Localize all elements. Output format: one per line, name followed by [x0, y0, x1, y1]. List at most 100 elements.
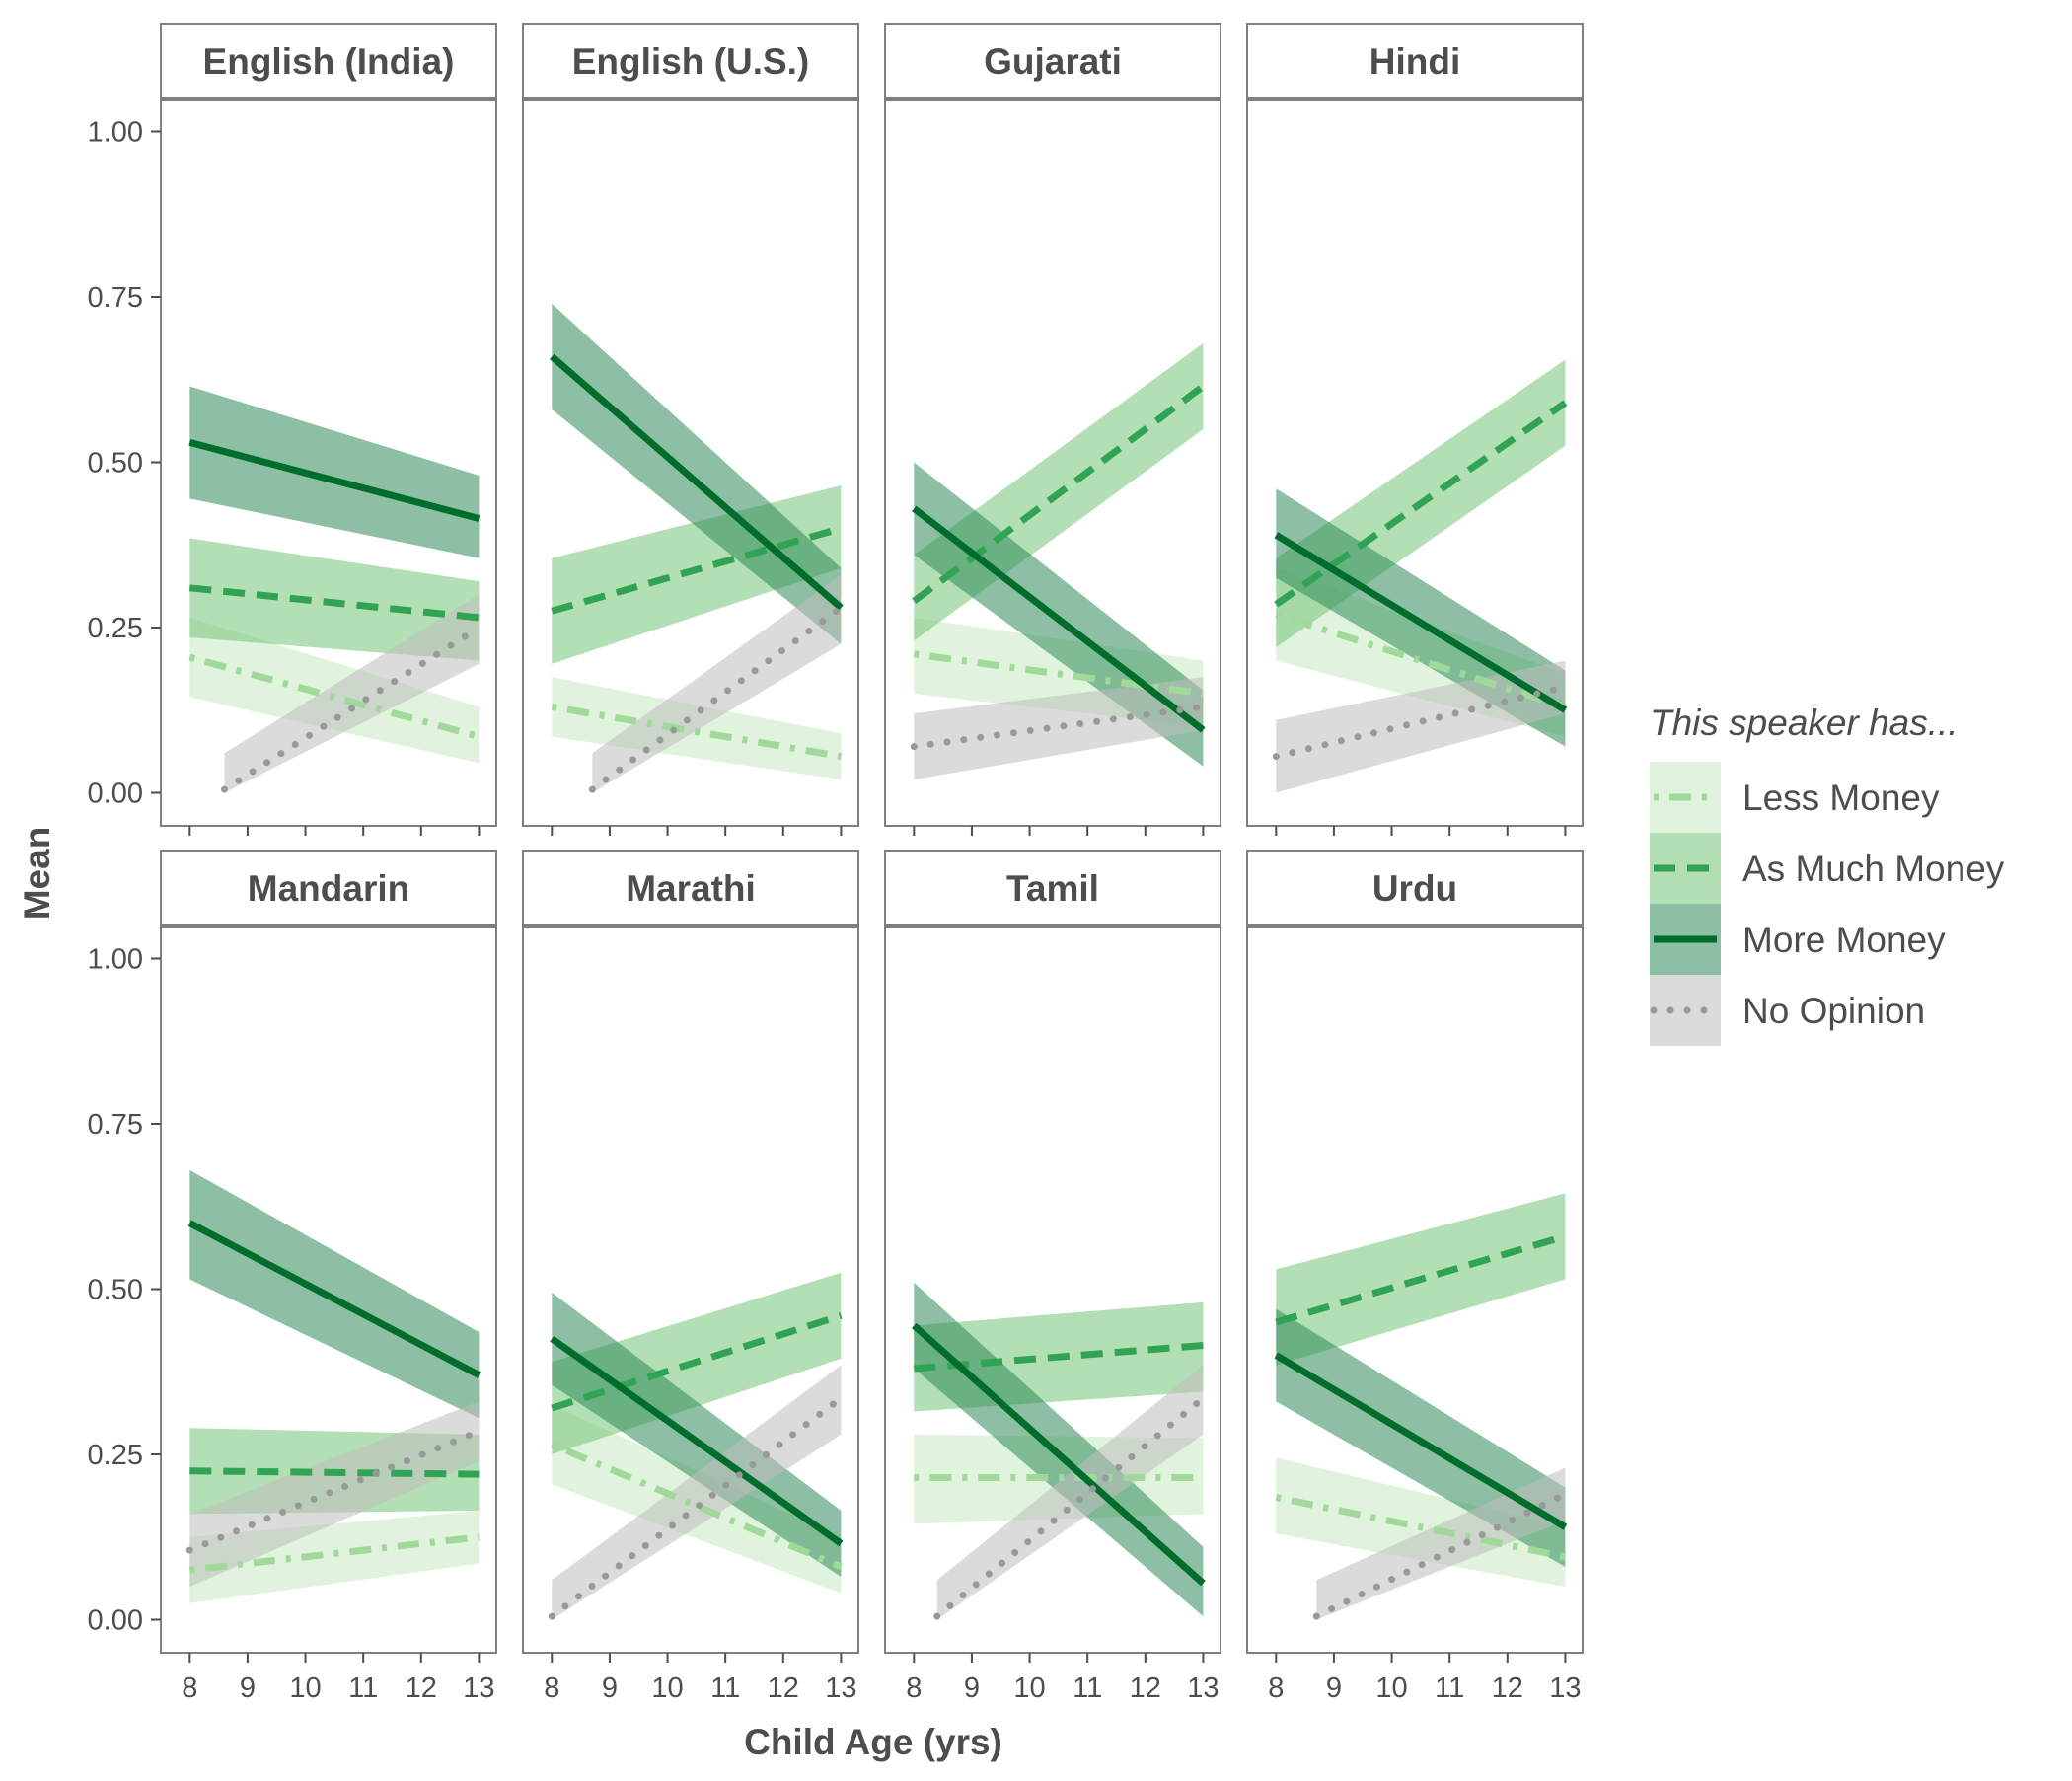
series-line [188, 653, 481, 740]
x-tick-label: 9 [240, 1672, 256, 1704]
series-line [1275, 1232, 1567, 1326]
series-line [551, 703, 843, 761]
x-tick-label: 10 [1013, 1672, 1045, 1704]
confidence-ribbon [1316, 1467, 1566, 1620]
panel-border [1246, 925, 1584, 1654]
facet-panel: English (India) 0.00 0.25 0.50 0.75 1.00 [88, 23, 497, 836]
x-tick-label: 11 [348, 1672, 378, 1704]
x-axis-title: Child Age (yrs) [744, 1722, 1002, 1762]
y-tick-label: 0.50 [88, 448, 143, 480]
facet-panel: Mandarin 0.00 0.25 0.50 0.75 1.00 8 9 10 11 12 13 [88, 850, 497, 1704]
x-tick-label: 8 [182, 1672, 197, 1704]
facet-title: Mandarin [248, 868, 409, 909]
series-line [189, 1467, 480, 1478]
facet-strip [884, 23, 1221, 100]
facet-strip [522, 850, 859, 927]
x-tick-label: 9 [964, 1672, 980, 1704]
x-tick-label: 11 [710, 1672, 740, 1704]
confidence-ribbon [189, 1169, 480, 1419]
facet-title: Marathi [626, 868, 756, 909]
confidence-ribbon [189, 1401, 480, 1587]
series-line [1274, 1352, 1568, 1530]
y-tick-label: 0.00 [88, 1605, 143, 1637]
x-tick-label: 11 [1073, 1672, 1102, 1704]
y-tick-label: 1.00 [88, 117, 143, 149]
facet-title: Tamil [1006, 868, 1099, 909]
confidence-ribbon [936, 1365, 1204, 1620]
confidence-ribbon [189, 386, 480, 558]
y-tick-label: 0.25 [88, 613, 143, 644]
facet-title: Gujarati [984, 41, 1122, 82]
facet-title: English (U.S.) [572, 41, 810, 82]
y-tick-label: 0.00 [88, 779, 143, 810]
series-line [550, 353, 844, 611]
panel-border [522, 98, 859, 827]
y-tick-label: 0.75 [88, 282, 143, 314]
confidence-ribbon [224, 594, 480, 793]
confidence-ribbon [552, 303, 842, 644]
facet-title: Urdu [1372, 868, 1457, 909]
series-line [1274, 400, 1568, 608]
x-tick-label: 8 [544, 1672, 559, 1704]
series-line [188, 439, 481, 522]
x-tick-label: 10 [1375, 1672, 1407, 1704]
facet-strip [1246, 23, 1584, 100]
x-tick-label: 10 [289, 1672, 321, 1704]
x-tick-label: 13 [463, 1672, 494, 1704]
panels-layer: English (India)0.000.250.500.751.00Engli… [88, 23, 1584, 1704]
y-axis-title: Mean [17, 827, 57, 921]
y-tick-label: 0.50 [88, 1275, 143, 1306]
series-line [911, 1322, 1206, 1587]
series-line [551, 525, 843, 615]
legend-item: Less Money [1650, 762, 1940, 833]
confidence-ribbon [552, 1365, 842, 1620]
legend-item: As Much Money [1650, 833, 2005, 904]
x-tick-label: 13 [825, 1672, 856, 1704]
series-line [188, 584, 480, 622]
x-tick-label: 8 [906, 1672, 922, 1704]
series-line [588, 604, 845, 793]
legend-item: More Money [1650, 904, 1946, 975]
facet-title: Hindi [1369, 41, 1460, 82]
series-line [1274, 532, 1568, 713]
series-line [188, 1533, 480, 1574]
legend-item: No Opinion [1650, 975, 1925, 1046]
facet-panel: English (U.S.) [522, 23, 859, 836]
series-line [548, 1394, 845, 1620]
facet-panel: Tamil 8 9 10 11 12 13 [884, 850, 1221, 1704]
series-line [220, 624, 482, 793]
x-tick-label: 10 [651, 1672, 683, 1704]
y-tick-label: 1.00 [88, 944, 143, 976]
y-tick-label: 0.75 [88, 1109, 143, 1141]
series-line [912, 383, 1206, 605]
series-line [550, 1441, 843, 1571]
facet-panel: Marathi 8 9 10 11 12 13 [522, 850, 859, 1704]
panel-border [884, 925, 1221, 1654]
series-line [913, 650, 1204, 698]
x-tick-label: 12 [768, 1672, 799, 1704]
facet-panel: Gujarati [884, 23, 1221, 836]
legend-label: Less Money [1742, 778, 1940, 818]
confidence-ribbon [1276, 660, 1566, 793]
series-line [1275, 611, 1567, 710]
x-tick-label: 12 [1130, 1672, 1161, 1704]
x-tick-label: 13 [1187, 1672, 1219, 1704]
x-tick-label: 11 [1435, 1672, 1464, 1704]
series-line [185, 1428, 482, 1554]
facet-panel: Urdu 8 9 10 11 12 13 [1246, 850, 1584, 1704]
confidence-ribbon [552, 1292, 842, 1577]
facet-panel: Hindi [1246, 23, 1584, 836]
x-tick-label: 13 [1549, 1672, 1581, 1704]
confidence-ribbon [1276, 1457, 1566, 1587]
x-tick-label: 12 [406, 1672, 437, 1704]
facet-title: English (India) [203, 41, 455, 82]
facet-strip [160, 23, 497, 100]
panel-border [522, 925, 859, 1654]
panel-border [1246, 98, 1584, 827]
legend-title: This speaker has... [1650, 703, 1959, 743]
legend-label: As Much Money [1742, 849, 2005, 889]
legend-items: Less Money As Much Money More Money No Opin… [1650, 762, 2005, 1046]
x-tick-label: 9 [602, 1672, 618, 1704]
series-line [933, 1394, 1207, 1620]
